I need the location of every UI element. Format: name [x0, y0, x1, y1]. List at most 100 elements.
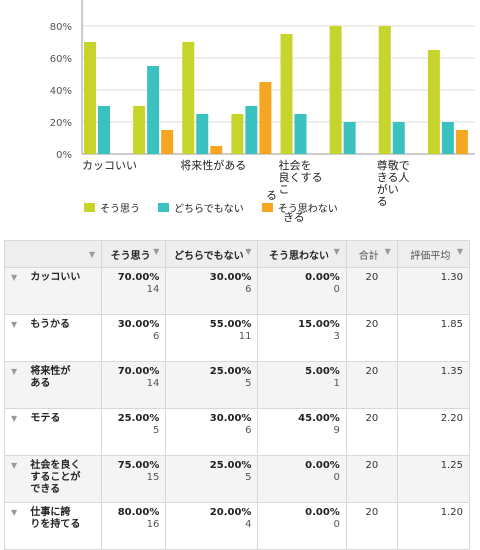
bar-yes[interactable]	[84, 42, 96, 154]
header-no-label: そう思わない	[269, 250, 330, 262]
no-percent: 0.00%	[305, 272, 340, 283]
avg-value: 2.20	[440, 413, 463, 424]
legend-item-yes[interactable]: そう思う	[84, 200, 140, 215]
bar-yes[interactable]	[231, 114, 244, 154]
bar-neutral[interactable]	[98, 106, 110, 154]
chevron-down-icon[interactable]: ▼	[88, 249, 96, 259]
row-label: カッコいい	[30, 272, 81, 283]
no-percent: 0.00%	[305, 507, 340, 518]
legend-overlap-label-2: きる	[283, 211, 305, 224]
avg-value: 1.85	[440, 319, 463, 330]
yes-percent: 80.00%	[117, 507, 160, 518]
no-count: 0	[333, 472, 340, 483]
chevron-down-icon[interactable]: ▼	[11, 320, 18, 329]
y-tick-label: 80%	[50, 22, 72, 33]
no-percent: 5.00%	[305, 366, 340, 377]
y-tick-label: 60%	[50, 54, 72, 65]
chevron-down-icon[interactable]: ▼	[11, 367, 18, 376]
header-no[interactable]: そう思わない ▼	[257, 240, 347, 268]
yes-count: 14	[146, 284, 160, 295]
chevron-down-icon[interactable]: ▼	[11, 508, 18, 517]
header-total-label: 合計	[358, 250, 379, 262]
chevron-down-icon[interactable]: ▼	[11, 273, 18, 282]
legend-overlap-label-1: る	[266, 189, 277, 202]
x-tick-label: カッコいい	[82, 159, 137, 172]
avg-value: 1.30	[440, 272, 463, 283]
x-tick-label: 社会を 良くする こ	[278, 159, 323, 196]
neutral-percent: 25.00%	[209, 366, 252, 377]
bar-neutral[interactable]	[196, 114, 209, 154]
bar-no[interactable]	[259, 82, 272, 154]
neutral-count: 6	[245, 425, 252, 436]
neutral-percent: 20.00%	[209, 507, 252, 518]
total-value: 20	[365, 319, 379, 330]
legend-item-no[interactable]: そう思わない	[261, 200, 338, 215]
chevron-down-icon[interactable]: ▼	[11, 414, 18, 423]
bar-yes[interactable]	[280, 34, 293, 154]
table-header-row: ▼ そう思う ▼ どちらでもない ▼ そう思わない ▼ 合計 ▼ 評価平均 ▼	[3, 240, 471, 268]
bar-no[interactable]	[210, 146, 223, 154]
results-table: ▼ そう思う ▼ どちらでもない ▼ そう思わない ▼ 合計 ▼ 評価平均 ▼ …	[3, 240, 471, 550]
avg-value: 1.35	[440, 366, 463, 377]
legend-label-no: そう思わない	[277, 204, 338, 215]
no-count: 1	[333, 378, 340, 389]
no-count: 3	[333, 331, 340, 342]
table-row[interactable]: ▼ 社会を良く することが できる 75.00% 15 25.00% 5 0.00% 0 20…	[3, 455, 471, 503]
bar-yes[interactable]	[378, 26, 391, 154]
x-tick-label: 尊敬で きる人 がい る	[376, 159, 410, 208]
total-value: 20	[365, 272, 379, 283]
neutral-percent: 55.00%	[209, 319, 252, 330]
yes-count: 15	[146, 472, 160, 483]
yes-count: 16	[146, 519, 160, 530]
legend-label-yes: そう思う	[100, 204, 140, 215]
total-value: 20	[365, 413, 379, 424]
table-row[interactable]: ▼ カッコいい 70.00% 14 30.00% 6 0.00% 0 20 1.30	[3, 267, 471, 315]
yes-percent: 70.00%	[117, 272, 160, 283]
yes-count: 6	[152, 331, 160, 342]
chevron-down-icon[interactable]: ▼	[153, 246, 160, 256]
no-count: 0	[333, 519, 340, 530]
legend-swatch-neutral	[158, 203, 169, 212]
header-total[interactable]: 合計 ▼	[345, 240, 398, 268]
bar-yes[interactable]	[427, 50, 440, 154]
row-label: 社会を良く することが できる	[30, 460, 81, 495]
table-row[interactable]: ▼ 仕事に誇 りを持てる 80.00% 16 20.00% 4 0.00% 0 20 1.20	[3, 502, 471, 550]
chevron-down-icon[interactable]: ▼	[245, 246, 252, 256]
neutral-count: 5	[245, 378, 252, 389]
table-row[interactable]: ▼ もうかる 30.00% 6 55.00% 11 15.00% 3 20 1.85	[3, 314, 471, 362]
legend-item-neutral[interactable]: どちらでもない	[158, 200, 244, 215]
chevron-down-icon[interactable]: ▼	[384, 246, 391, 256]
bar-yes[interactable]	[182, 42, 195, 154]
neutral-count: 4	[245, 519, 252, 530]
total-value: 20	[365, 460, 379, 471]
chevron-down-icon[interactable]: ▼	[333, 246, 340, 256]
bar-neutral[interactable]	[343, 122, 356, 154]
neutral-percent: 30.00%	[209, 272, 252, 283]
chevron-down-icon[interactable]: ▼	[11, 461, 18, 470]
header-avg[interactable]: 評価平均 ▼	[396, 240, 471, 268]
bar-neutral[interactable]	[245, 106, 258, 154]
avg-value: 1.25	[440, 460, 463, 471]
bar-neutral[interactable]	[392, 122, 405, 154]
bar-neutral[interactable]	[441, 122, 454, 154]
yes-percent: 30.00%	[117, 319, 160, 330]
bar-yes[interactable]	[133, 106, 146, 154]
yes-percent: 75.00%	[117, 460, 160, 471]
header-yes[interactable]: そう思う ▼	[101, 240, 167, 268]
header-neutral[interactable]: どちらでもない ▼	[165, 240, 259, 268]
total-value: 20	[365, 507, 379, 518]
yes-percent: 25.00%	[117, 413, 160, 424]
bar-no[interactable]	[161, 130, 174, 154]
no-percent: 15.00%	[298, 319, 340, 330]
chart-svg: 0% 20% 40% 60% 80% 100%	[43, 0, 475, 161]
bar-yes[interactable]	[329, 26, 342, 154]
no-percent: 0.00%	[305, 460, 340, 471]
bar-no[interactable]	[455, 130, 468, 154]
bar-neutral[interactable]	[294, 114, 307, 154]
neutral-percent: 30.00%	[209, 413, 252, 424]
bar-neutral[interactable]	[147, 66, 160, 154]
table-row[interactable]: ▼ 将来性が ある 70.00% 14 25.00% 5 5.00% 1 20 1.35	[3, 361, 471, 409]
chevron-down-icon[interactable]: ▼	[456, 246, 463, 256]
table-row[interactable]: ▼ モテる 25.00% 5 30.00% 6 45.00% 9 20 2.20	[3, 408, 471, 456]
yes-count: 14	[146, 378, 160, 389]
